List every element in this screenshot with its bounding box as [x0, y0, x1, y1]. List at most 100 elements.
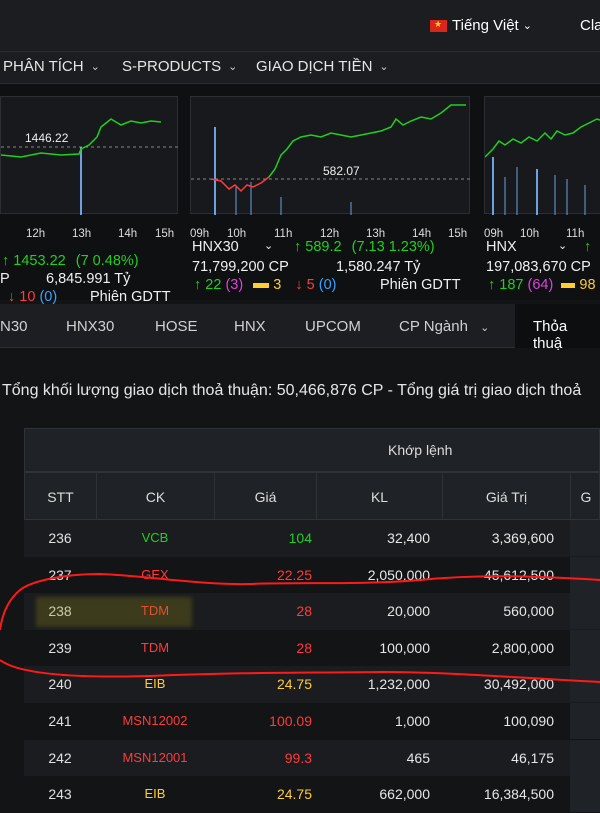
menu-s-products[interactable]: S-PRODUCTS ⌄ [122, 58, 237, 75]
index-row: ↑ 1453.22 (7 0.48%) [2, 253, 139, 269]
cell-kl: 32,400 [387, 530, 430, 546]
cell-kl: 662,000 [379, 786, 430, 803]
col-gia-tri[interactable]: Giá Trị [443, 473, 571, 521]
cell-gia: 100.09 [269, 713, 312, 729]
cell-more [570, 629, 600, 666]
index-panels: 1446.22 12h 13h 14h 15h ↑ 1453.22 (7 0.4… [0, 84, 600, 305]
col-ck[interactable]: CK [97, 473, 215, 521]
down-count: 5 [306, 277, 315, 293]
cell-ck: MSN12002 [122, 713, 188, 728]
table-header: STT CK Giá KL Giá Trị G [24, 472, 600, 521]
table-row[interactable]: 243 EIB 24.75 662,000 16,384,500 [24, 776, 600, 813]
chevron-down-icon: ⌄ [558, 240, 568, 252]
volume-row: 71,799,200 CP 1,580.247 Tỷ [192, 259, 420, 275]
cell-kl: 465 [406, 749, 430, 766]
time-tick: 12h [320, 228, 340, 240]
top-right-link[interactable]: Cla [580, 17, 600, 34]
col-gia[interactable]: Giá [215, 473, 317, 521]
down-count: 10 [19, 289, 36, 305]
up-arrow-icon: ↑ [2, 253, 10, 269]
chevron-down-icon: ⌄ [522, 20, 532, 32]
index-value: 589.2 [305, 239, 342, 255]
time-tick: 10h [227, 228, 247, 240]
index-panel-hnx[interactable]: 09h 10h 11h HNX ⌄ ↑ 197,083,670 CP ↑ 187… [484, 96, 600, 296]
cell-more [570, 739, 600, 776]
cell-more [570, 666, 600, 703]
table-row[interactable]: 239 TDM 28 100,000 2,800,000 [24, 629, 600, 667]
cell-kl: 20,000 [387, 603, 430, 620]
table-row[interactable]: 242 MSN12001 99.3 465 46,175 [24, 739, 600, 777]
up-count: 187 [499, 277, 524, 293]
time-tick: 15h [155, 228, 175, 240]
tab-hnx[interactable]: HNX [234, 318, 266, 335]
top-bar: Tiếng Việt ⌄ Cla [0, 0, 600, 52]
floor-count: (0) [318, 277, 337, 293]
index-chart: 582.07 [190, 96, 471, 215]
tab-upcom[interactable]: UPCOM [305, 318, 361, 335]
index-chart-svg [484, 118, 600, 215]
group-header-label: Khớp lệnh [388, 442, 453, 458]
time-tick: 11h [566, 228, 585, 240]
time-axis: 09h 10h 11h 12h 13h 14h 15h [190, 228, 474, 242]
cell-ck: EIB [144, 676, 166, 692]
index-chart-svg: 1446.22 [0, 118, 179, 215]
cell-gia: 28 [296, 603, 312, 620]
cell-gia-tri: 30,492,000 [483, 676, 554, 693]
tab-vn30[interactable]: N30 [0, 318, 28, 335]
index-chart: 1446.22 [0, 96, 179, 215]
menu-phan-tich[interactable]: PHÂN TÍCH ⌄ [3, 58, 100, 75]
floor-count: (0) [39, 289, 58, 305]
menu-label: S-PRODUCTS [122, 58, 222, 75]
cell-gia-tri: 2,800,000 [491, 639, 554, 656]
language-selector[interactable]: Tiếng Việt ⌄ [430, 17, 532, 34]
cell-gia: 24.75 [276, 676, 312, 693]
table-row[interactable]: 237 GEX 22.25 2,050,000 45,612,500 [24, 556, 600, 594]
time-tick: 12h [26, 228, 46, 240]
ceiling-count: (64) [527, 277, 554, 293]
index-value: 1453.22 [13, 253, 66, 269]
col-more[interactable]: G [580, 489, 592, 505]
cell-gia-tri: 45,612,500 [483, 566, 554, 583]
cell-kl: 1,232,000 [367, 676, 430, 693]
volume: P [0, 271, 10, 287]
tab-thoa-thuan[interactable]: Thỏa thuậ [515, 304, 600, 352]
table-row[interactable]: 240 EIB 24.75 1,232,000 30,492,000 [24, 666, 600, 703]
index-name-row[interactable]: HNX30 ⌄ [192, 239, 273, 255]
col-stt[interactable]: STT [25, 473, 97, 521]
tab-cp-nganh[interactable]: CP Ngành ⌄ [399, 318, 489, 335]
table-row[interactable]: 241 MSN12002 100.09 1,000 100,090 [24, 703, 600, 740]
tab-hnx30[interactable]: HNX30 [66, 318, 115, 335]
cell-kl: 100,000 [379, 639, 430, 656]
index-change: (7 0.48%) [75, 253, 139, 269]
cell-more [570, 593, 600, 630]
cell-kl: 2,050,000 [367, 566, 430, 583]
cell-ck: EIB [144, 786, 166, 802]
time-tick: 10h [520, 228, 540, 240]
index-row: ↑ 589.2 (7.13 1.23%) [294, 239, 435, 255]
time-tick: 14h [412, 228, 432, 240]
reference-value: 582.07 [323, 164, 360, 178]
breadth-row: ↓ 10 (0) Phiên GDTT [8, 289, 171, 305]
index-name-row[interactable]: HNX ⌄ ↑ [486, 239, 591, 255]
market-tabs: N30 HNX30 HOSE HNX UPCOM CP Ngành ⌄ Thỏa… [0, 304, 600, 352]
index-panel-hnx30[interactable]: 582.07 09h 10h 11h 12h 13h 14h 15h HNX30… [190, 96, 474, 296]
index-panel-vn[interactable]: 1446.22 12h 13h 14h 15h ↑ 1453.22 (7 0.4… [0, 96, 180, 305]
cell-gia: 99.3 [284, 749, 312, 766]
table-row[interactable]: 236 VCB 104 32,400 3,369,600 [24, 520, 600, 557]
cell-stt: 236 [48, 530, 72, 546]
volume: 71,799,200 CP [192, 259, 289, 275]
tab-label: CP Ngành [399, 318, 468, 335]
language-label: Tiếng Việt [452, 17, 519, 34]
up-arrow-icon: ↑ [194, 277, 202, 293]
unchanged-count: 3 [273, 277, 282, 293]
menu-giao-dich-tien[interactable]: GIAO DỊCH TIỀN ⌄ [256, 58, 389, 75]
down-arrow-icon: ↓ [8, 289, 16, 305]
cell-ck: TDM [140, 639, 170, 655]
chevron-down-icon: ⌄ [264, 240, 274, 252]
chevron-down-icon: ⌄ [90, 61, 100, 73]
tab-hose[interactable]: HOSE [155, 318, 198, 335]
cell-gia-tri: 16,384,500 [483, 786, 554, 803]
unchanged-count: 98 [579, 277, 596, 293]
col-kl[interactable]: KL [317, 473, 443, 521]
cell-kl: 1,000 [394, 713, 430, 729]
